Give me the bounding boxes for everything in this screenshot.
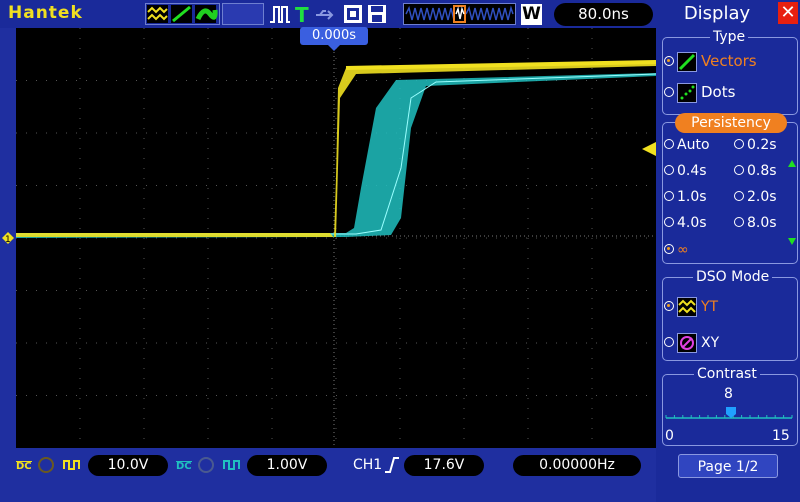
svg-text:1: 1 — [5, 235, 11, 245]
ch2-waveform-trace — [16, 73, 656, 235]
persist-option[interactable]: 0.2s — [734, 137, 777, 153]
timebase-readout[interactable]: 80.0ns — [554, 3, 653, 26]
trigger-position-marker — [327, 44, 341, 51]
settings-icon — [344, 5, 362, 23]
top-icon-strip: T — [270, 4, 386, 26]
trigger-position-label[interactable]: 0.000s — [300, 27, 368, 45]
ch1-ground-marker[interactable]: 1 — [0, 230, 16, 246]
dso-option-xy[interactable]: XY — [664, 333, 719, 353]
vectors-mode-icon — [171, 5, 192, 23]
contrast-slider-handle — [726, 407, 736, 418]
vectors-icon — [677, 52, 697, 72]
menu-title: Display — [683, 3, 751, 24]
persistency-header: Persistency — [675, 113, 787, 133]
rising-edge-icon — [385, 457, 399, 473]
dots-icon — [677, 83, 697, 103]
ch2-coupling: DC — [176, 455, 192, 472]
type-header: Type — [710, 29, 749, 45]
ch2-scale[interactable]: 1.00V — [247, 455, 327, 476]
ch1-waveform — [16, 62, 656, 238]
radio-icon — [664, 87, 674, 97]
pulse-icon — [270, 6, 290, 23]
trigger-level[interactable]: 17.6V — [404, 455, 484, 476]
trigger-source: CH1 — [353, 457, 383, 473]
dso-option-yt[interactable]: YT — [664, 297, 718, 317]
contrast-value: 8 — [724, 386, 733, 402]
ch1-wave-icon — [147, 5, 168, 23]
contrast-min: 0 — [665, 428, 674, 444]
memory-window-marker — [453, 5, 466, 23]
ch2-probe-icons — [198, 457, 240, 473]
persist-option[interactable]: 4.0s — [664, 215, 707, 231]
type-option-vectors[interactable]: Vectors — [664, 52, 757, 72]
brand-logo: Hantek — [8, 3, 83, 23]
scroll-arrows-icon[interactable] — [787, 158, 797, 248]
save-disk-icon — [368, 5, 386, 23]
ch1-high-level — [345, 60, 656, 70]
waveform-display — [16, 28, 656, 448]
type-option-dots[interactable]: Dots — [664, 83, 735, 103]
persistence-icon — [195, 5, 218, 23]
xy-mode-icon — [677, 333, 697, 353]
blank-status-box — [222, 3, 264, 25]
channel-icons-group — [145, 3, 220, 25]
dso-mode-header: DSO Mode — [693, 269, 773, 285]
persist-option[interactable]: 1.0s — [664, 189, 707, 205]
persist-option-infinite[interactable]: ∞ — [664, 242, 689, 258]
ch1-coupling: DC — [16, 455, 32, 472]
frequency-readout: 0.00000Hz — [513, 455, 641, 476]
persist-option[interactable]: 8.0s — [734, 215, 777, 231]
contrast-slider[interactable] — [664, 404, 794, 426]
persist-option[interactable]: 2.0s — [734, 189, 777, 205]
radio-selected-icon — [664, 56, 674, 66]
persist-option[interactable]: Auto — [664, 137, 710, 153]
contrast-header: Contrast — [694, 366, 760, 382]
graticule — [16, 28, 656, 448]
ch1-probe-icons — [38, 457, 80, 473]
ch1-scale[interactable]: 10.0V — [88, 455, 168, 476]
close-menu-button[interactable]: ✕ — [778, 2, 798, 24]
trigger-t-icon: T — [295, 4, 309, 26]
persist-option[interactable]: 0.8s — [734, 163, 777, 179]
timebase-icon: W — [521, 4, 542, 25]
trigger-level-marker[interactable] — [642, 142, 656, 156]
contrast-max: 15 — [772, 428, 790, 444]
memory-position-bar[interactable] — [403, 3, 516, 25]
svg-text:T: T — [295, 4, 309, 26]
yt-mode-icon — [677, 297, 697, 317]
page-button[interactable]: Page 1/2 — [678, 454, 778, 478]
persist-option[interactable]: 0.4s — [664, 163, 707, 179]
usb-icon — [316, 10, 334, 20]
